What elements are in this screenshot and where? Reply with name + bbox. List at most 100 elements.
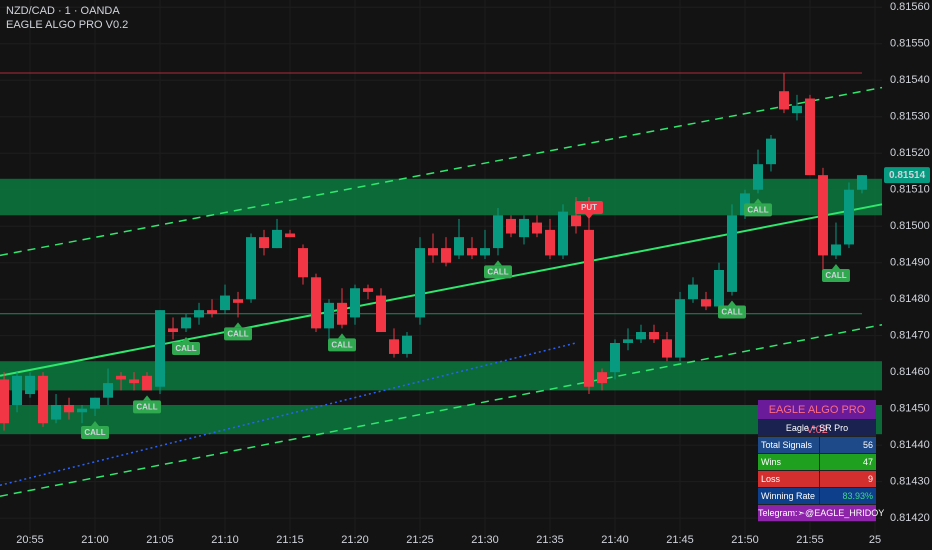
signal-label: CALL bbox=[172, 337, 201, 356]
y-tick-label: 0.81500 bbox=[890, 220, 930, 232]
candle-body bbox=[0, 379, 10, 424]
stat-value: 9 bbox=[867, 474, 873, 484]
stats-panel: EAGLE ALGO PRO V.02 Eagle + SR Pro Total… bbox=[758, 400, 884, 522]
candle-body bbox=[259, 237, 270, 249]
signal-box bbox=[133, 400, 162, 414]
candle-body bbox=[389, 339, 400, 354]
panel-footer: Telegram:➣@EAGLE_HRIDOY bbox=[758, 505, 884, 522]
plot-background bbox=[0, 0, 882, 540]
candle-body bbox=[376, 295, 387, 333]
symbol-title: NZD/CAD · 1 · OANDA bbox=[6, 5, 120, 17]
candle-body bbox=[64, 405, 75, 413]
signal-label: CALL bbox=[743, 198, 772, 217]
stat-label: Loss bbox=[758, 471, 820, 487]
y-tick-label: 0.81490 bbox=[890, 257, 930, 269]
sr-zone bbox=[0, 361, 882, 391]
signal-pointer bbox=[494, 260, 503, 266]
y-tick-label: 0.81450 bbox=[890, 403, 930, 415]
y-tick-label: 0.81560 bbox=[890, 1, 930, 13]
signal-label: CALL bbox=[81, 420, 110, 439]
candle-body bbox=[661, 339, 672, 358]
candle-body bbox=[324, 302, 335, 329]
x-tick-label: 21:50 bbox=[731, 534, 759, 546]
candle-body bbox=[233, 299, 244, 303]
stat-value: 47 bbox=[862, 457, 873, 467]
candle-body bbox=[570, 215, 581, 227]
y-tick-label: 0.81420 bbox=[890, 512, 930, 524]
signal-text: CALL bbox=[227, 330, 248, 339]
indicator-name: EAGLE ALGO PRO V0.2 bbox=[6, 19, 129, 31]
stat-value: 56 bbox=[862, 440, 873, 450]
candle-body bbox=[298, 248, 309, 278]
candle-body bbox=[90, 397, 101, 409]
y-tick-label: 0.81460 bbox=[890, 366, 930, 378]
candle-body bbox=[207, 310, 218, 314]
last-price-label: 0.81514 bbox=[889, 170, 926, 181]
signal-text: CALL bbox=[825, 271, 846, 280]
candle-body bbox=[609, 342, 620, 373]
candle-body bbox=[791, 105, 802, 114]
x-tick-label: 21:35 bbox=[536, 534, 564, 546]
stat-value: 83.93% bbox=[842, 491, 873, 501]
signal-label: CALL bbox=[224, 322, 253, 341]
candle-body bbox=[155, 310, 166, 387]
panel-subtitle: Eagle + SR Pro bbox=[758, 420, 876, 437]
signal-text: CALL bbox=[136, 403, 157, 412]
candle-body bbox=[830, 244, 841, 256]
signal-text: PUT bbox=[581, 203, 597, 212]
candle-body bbox=[817, 175, 828, 256]
y-tick-label: 0.81550 bbox=[890, 38, 930, 50]
candle-body bbox=[726, 215, 737, 292]
candle-body bbox=[648, 332, 659, 340]
signal-label: CALL bbox=[133, 395, 162, 414]
last-price-box bbox=[884, 167, 930, 184]
candle-body bbox=[804, 98, 815, 176]
signal-box bbox=[81, 425, 110, 439]
y-tick-label: 0.81510 bbox=[890, 184, 930, 196]
x-tick-label: 25 bbox=[869, 534, 881, 546]
candle-body bbox=[142, 375, 153, 391]
signal-pointer bbox=[234, 322, 243, 328]
candle-body bbox=[194, 310, 205, 318]
candle-body bbox=[635, 332, 646, 340]
candle-body bbox=[220, 295, 231, 311]
candle-body bbox=[765, 138, 776, 165]
signal-pointer bbox=[143, 395, 152, 401]
candle-body bbox=[454, 237, 465, 256]
candle-body bbox=[77, 408, 88, 413]
signal-text: CALL bbox=[175, 344, 196, 353]
y-tick-label: 0.81480 bbox=[890, 293, 930, 305]
candle-body bbox=[246, 237, 257, 300]
y-tick-label: 0.81470 bbox=[890, 330, 930, 342]
x-tick-label: 21:25 bbox=[406, 534, 434, 546]
signal-box bbox=[574, 201, 603, 215]
signal-label: PUT bbox=[574, 201, 603, 220]
candle-body bbox=[493, 215, 504, 249]
panel-title: EAGLE ALGO PRO V.02 bbox=[758, 400, 876, 436]
signal-label: CALL bbox=[821, 264, 850, 283]
candle-body bbox=[415, 248, 426, 318]
candle-body bbox=[557, 211, 568, 256]
signal-pointer bbox=[831, 264, 840, 270]
candle-body bbox=[311, 277, 322, 329]
candle-body bbox=[687, 284, 698, 300]
candle-body bbox=[843, 189, 854, 245]
signal-text: CALL bbox=[747, 205, 768, 214]
signal-label: CALL bbox=[484, 260, 513, 279]
candle-body bbox=[428, 248, 439, 256]
candle-body bbox=[441, 248, 452, 263]
candle-body bbox=[285, 233, 296, 238]
signal-pointer bbox=[91, 420, 100, 426]
candle-body bbox=[519, 218, 530, 238]
x-tick-label: 21:00 bbox=[81, 534, 109, 546]
candle-body bbox=[674, 299, 685, 358]
signal-box bbox=[172, 342, 201, 356]
candle-body bbox=[856, 175, 867, 190]
trend-line bbox=[0, 342, 577, 486]
x-tick-label: 21:40 bbox=[601, 534, 629, 546]
stat-label: Wins bbox=[758, 454, 820, 470]
signal-box bbox=[328, 338, 357, 352]
candle-body bbox=[544, 229, 555, 256]
